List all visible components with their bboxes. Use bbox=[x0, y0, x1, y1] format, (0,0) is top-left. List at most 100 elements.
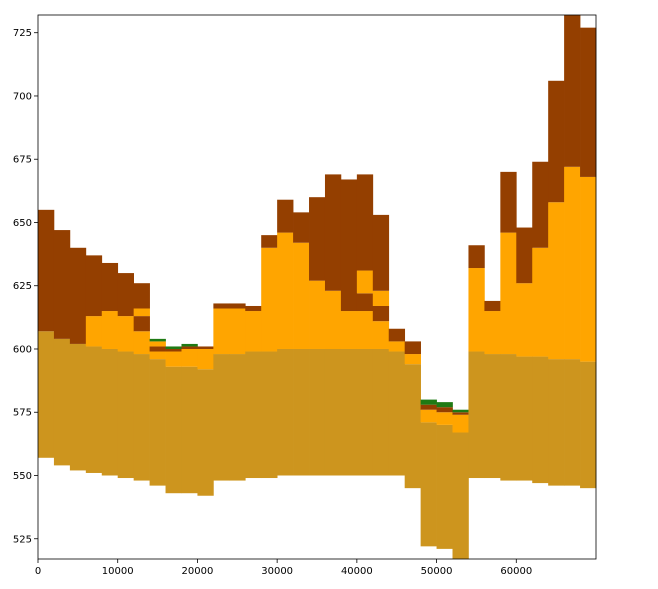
bar-column-30 bbox=[516, 227, 533, 481]
bar-segment-brown bbox=[229, 303, 246, 309]
bar-segment-orange bbox=[452, 414, 469, 433]
bar-segment-base bbox=[452, 432, 469, 559]
x-tick-label: 10000 bbox=[102, 566, 134, 577]
bar-segment-orange bbox=[229, 308, 246, 355]
bar-column-24 bbox=[420, 399, 437, 547]
y-axis: 525 550 575 600 625 650 675 700 725 bbox=[13, 28, 38, 545]
bar-segment-brown bbox=[436, 407, 453, 413]
bar-segment-base bbox=[277, 348, 294, 476]
bar-segment-brown bbox=[580, 27, 597, 177]
bar-column-6 bbox=[133, 283, 150, 481]
bar-segment-base bbox=[420, 422, 437, 547]
x-tick-label: 20000 bbox=[182, 566, 214, 577]
bar-segment-base bbox=[213, 354, 230, 481]
x-tick-label: 40000 bbox=[341, 566, 373, 577]
bar-column-23 bbox=[404, 341, 421, 489]
bar-column-33 bbox=[564, 15, 581, 486]
bar-segment-orange bbox=[500, 232, 517, 355]
bar-segment-brown bbox=[117, 273, 134, 317]
y-tick-label: 525 bbox=[13, 534, 32, 545]
bar-column-4 bbox=[101, 262, 119, 476]
bar-segment-green bbox=[165, 346, 182, 349]
bar-segment-orange bbox=[277, 232, 294, 349]
bar-segment-base bbox=[372, 348, 390, 476]
bar-segment-brown bbox=[420, 404, 437, 410]
bar-segment-orange bbox=[580, 176, 597, 362]
bar-segment-orange bbox=[532, 247, 549, 357]
bar-segment-brown bbox=[356, 174, 374, 271]
bar-segment-brown bbox=[388, 328, 406, 342]
bar-segment-base bbox=[388, 351, 406, 476]
bar-column-20 bbox=[356, 174, 374, 476]
y-tick-label: 675 bbox=[13, 155, 32, 166]
bar-column-25 bbox=[436, 402, 453, 549]
bar-column-11 bbox=[213, 303, 230, 481]
bar-segment-brown bbox=[500, 171, 517, 233]
bar-segment-brown bbox=[197, 346, 214, 349]
bar-segment-base bbox=[85, 346, 103, 473]
bar-segment-brown bbox=[564, 15, 581, 167]
x-axis: 0 10000 20000 30000 40000 50000 60000 bbox=[35, 559, 532, 577]
bar-segment-base bbox=[356, 348, 374, 476]
bar-segment-base bbox=[69, 343, 87, 471]
y-tick-label: 625 bbox=[13, 281, 32, 292]
bar-segment-base bbox=[309, 348, 326, 476]
bar-segment-orange bbox=[420, 409, 437, 423]
bar-column-29 bbox=[500, 171, 517, 481]
bar-segment-base bbox=[500, 354, 517, 481]
bar-segment-brown bbox=[324, 174, 342, 291]
x-tick-label: 30000 bbox=[261, 566, 293, 577]
bar-segment-brown bbox=[309, 197, 326, 281]
bar-segment-base bbox=[229, 354, 246, 481]
bar-segment-green bbox=[149, 338, 166, 342]
bar-column-9 bbox=[181, 343, 198, 494]
bar-segment-orange bbox=[213, 308, 230, 355]
bar-segment-base bbox=[564, 359, 581, 486]
y-tick-label: 600 bbox=[13, 344, 32, 355]
bar-segment-brown bbox=[372, 305, 390, 322]
bar-segment-base bbox=[245, 351, 262, 479]
bar-segment-orange bbox=[372, 321, 390, 349]
bar-segment-orange bbox=[484, 311, 501, 355]
bar-column-1 bbox=[53, 230, 71, 466]
bar-column-17 bbox=[309, 197, 326, 476]
bar-segment-base bbox=[101, 348, 119, 476]
bar-segment-brown bbox=[85, 255, 103, 317]
bar-segment-orange bbox=[324, 290, 342, 349]
bar-segment-base bbox=[53, 338, 71, 466]
bar-column-19 bbox=[340, 179, 358, 476]
bar-column-16 bbox=[293, 212, 310, 476]
bar-segment-brown bbox=[532, 161, 549, 248]
y-tick-label: 700 bbox=[13, 91, 32, 102]
bar-columns bbox=[38, 15, 597, 559]
bar-column-21 bbox=[372, 214, 390, 476]
bar-column-27 bbox=[468, 245, 485, 479]
bar-segment-base bbox=[468, 351, 485, 479]
bar-segment-base bbox=[436, 424, 453, 549]
bar-segment-base bbox=[133, 354, 150, 481]
bar-segment-orange bbox=[85, 316, 103, 347]
bar-column-7 bbox=[149, 338, 166, 486]
bar-segment-brown bbox=[245, 305, 262, 312]
bar-segment-orange bbox=[436, 412, 453, 425]
bar-segment-orange bbox=[404, 354, 421, 365]
bar-segment-green bbox=[420, 399, 437, 405]
y-tick-label: 725 bbox=[13, 28, 32, 39]
bar-column-18 bbox=[324, 174, 342, 476]
bar-segment-brown bbox=[165, 348, 182, 352]
bar-segment-orange bbox=[245, 311, 262, 352]
y-tick-label: 550 bbox=[13, 471, 32, 482]
bar-segment-orange bbox=[309, 280, 326, 349]
bar-segment-brown bbox=[38, 209, 55, 332]
bar-column-34 bbox=[580, 27, 597, 489]
bar-segment-base bbox=[484, 354, 501, 479]
bar-segment-brown bbox=[261, 235, 278, 248]
bar-segment-orange bbox=[133, 308, 150, 317]
bar-column-28 bbox=[484, 300, 501, 479]
bar-segment-brown bbox=[516, 227, 533, 284]
plot-area bbox=[37, 14, 597, 560]
plot-frame bbox=[37, 14, 597, 560]
bar-column-32 bbox=[548, 80, 565, 486]
bar-segment-orange bbox=[340, 311, 358, 349]
bar-column-13 bbox=[245, 305, 262, 479]
